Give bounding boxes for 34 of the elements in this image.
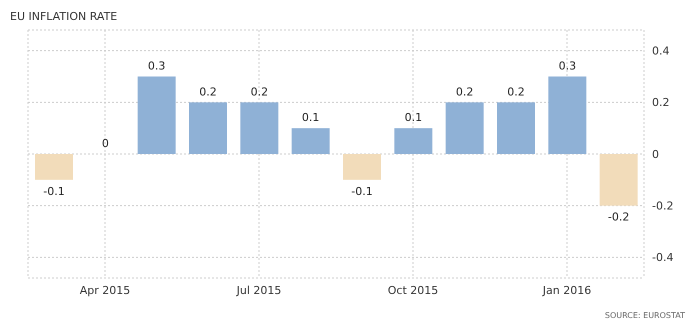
y-tick-label: -0.2 [652,200,674,213]
data-label: -0.1 [43,184,65,198]
y-tick-label: -0.4 [652,251,674,264]
bar [548,76,586,154]
data-label: 0.1 [302,111,320,124]
bar [138,76,176,154]
y-tick-label: 0.2 [652,96,670,110]
bar [343,154,381,180]
data-label: 0.1 [404,111,422,124]
bar [35,154,73,180]
data-label: 0.2 [456,85,474,98]
data-label: 0.2 [199,85,217,98]
bar [240,102,278,154]
data-label: -0.1 [351,184,373,198]
x-tick-label: Jul 2015 [236,284,282,297]
bar [292,128,330,154]
data-label: -0.2 [608,210,630,224]
bar [497,102,535,154]
bar [600,154,638,206]
bar [394,128,432,154]
data-label: 0.2 [507,85,525,98]
bar [446,102,484,154]
data-label: 0.3 [148,60,166,72]
data-label: 0 [102,137,109,150]
x-tick-label: Apr 2015 [80,284,130,297]
y-tick-label: 0 [652,148,659,161]
data-label: 0.2 [250,85,268,98]
source-note: SOURCE: EUROSTAT [604,311,685,320]
y-tick-label: 0.4 [652,44,670,58]
data-label: 0.3 [558,60,576,72]
x-tick-label: Jan 2016 [542,284,592,297]
bar [189,102,227,154]
chart-title: EU INFLATION RATE [10,10,118,23]
x-tick-label: Oct 2015 [388,284,438,297]
